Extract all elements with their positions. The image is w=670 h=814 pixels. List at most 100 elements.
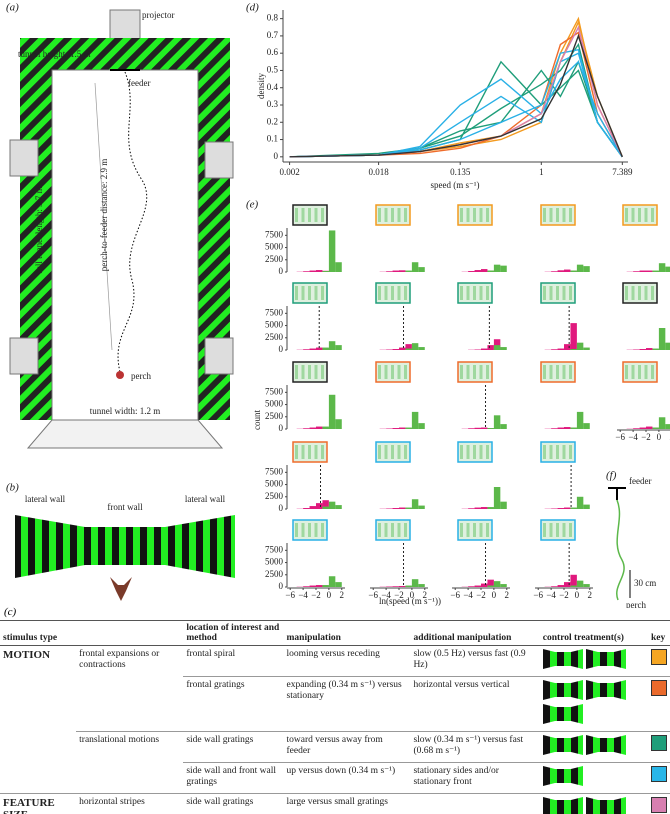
green-bar [576, 411, 584, 429]
green-bar [493, 415, 501, 429]
panel-label: (c) [4, 606, 17, 618]
pink-bar [551, 349, 558, 350]
group-cell: translational motions [76, 731, 184, 794]
green-bar [405, 348, 412, 350]
icon-stripe [378, 286, 381, 300]
icon-stripe [466, 365, 470, 379]
icon-stripe [479, 365, 483, 379]
pink-bar [646, 426, 653, 429]
icon-stripe [651, 286, 654, 300]
group-cell: frontal expansions or contractions [76, 645, 184, 732]
pink-bar [564, 582, 571, 587]
icon-stripe [404, 445, 407, 459]
icon-stripe [562, 523, 566, 537]
icon-stripe [404, 365, 407, 379]
pink-bar [646, 270, 653, 272]
pink-bar [551, 428, 558, 429]
pink-bar [316, 585, 323, 587]
green-bar [335, 345, 342, 350]
pink-bar [316, 503, 323, 509]
pink-bar [487, 579, 494, 587]
icon-stripe [631, 365, 635, 379]
icon-stripe [479, 286, 483, 300]
pink-bar [557, 348, 564, 350]
icon-stripe [543, 365, 546, 379]
icon-stripe [466, 523, 470, 537]
additional-cell: horizontal versus vertical [410, 676, 540, 732]
pink-bar [309, 427, 316, 429]
green-bar [405, 585, 412, 587]
type-cell: FEATURE SIZE [0, 793, 77, 814]
icon-stripe [308, 286, 311, 300]
green-bar [665, 342, 670, 350]
histogram-panel [622, 282, 670, 350]
histogram-panel [540, 441, 590, 509]
pink-bar [316, 270, 323, 272]
icon-stripe [314, 286, 318, 300]
label: lateral wall [25, 494, 66, 504]
pink-bar [316, 426, 323, 429]
control-cell [539, 762, 648, 794]
pink-bar [468, 586, 475, 587]
density-line [289, 31, 623, 158]
icon-stripe [384, 208, 388, 222]
green-bar [328, 501, 336, 509]
x-tick-label: 0 [492, 590, 497, 600]
icon-stripe [556, 445, 559, 459]
tunnel-diagram [9, 9, 234, 449]
control-icon [542, 703, 583, 724]
green-bar [500, 424, 507, 429]
green-bar [487, 428, 494, 429]
x-tick-label: −6 [533, 590, 543, 600]
icon-stripe [486, 445, 489, 459]
icon-stripe [384, 365, 388, 379]
pink-bar [474, 585, 481, 587]
icon-stripe [486, 208, 489, 222]
pink-bar [639, 427, 646, 429]
icon-stripe [543, 286, 546, 300]
wall-diagram [15, 515, 235, 578]
icon-stripe [404, 523, 407, 537]
pink-bar [474, 507, 481, 509]
key-swatch [650, 765, 667, 782]
pink-bar [468, 271, 475, 272]
label: feeder [128, 78, 150, 88]
x-tick-label: 0 [657, 432, 662, 442]
icon-stripe [460, 286, 463, 300]
green-bar [418, 505, 425, 509]
icon-stripe [562, 286, 566, 300]
green-bar [583, 504, 590, 509]
icon-stripe [308, 365, 311, 379]
y-tick-label: 5000 [265, 320, 284, 330]
green-bar [493, 487, 501, 509]
pink-bar [551, 586, 558, 587]
icon-stripe [473, 445, 476, 459]
x-axis-label: speed (m s⁻¹) [431, 180, 480, 190]
y-tick-label: 2500 [265, 332, 284, 342]
green-bar [322, 426, 329, 429]
green-bar [658, 328, 666, 350]
pink-bar [481, 427, 488, 429]
x-tick-label: 2 [423, 590, 428, 600]
pink-bar [316, 347, 323, 350]
pink-bar [405, 344, 412, 350]
pink-bar [392, 586, 399, 587]
icon-stripe [569, 286, 572, 300]
green-bar [570, 585, 577, 587]
pink-bar [399, 347, 406, 350]
icon-stripe [397, 445, 401, 459]
pink-bar [303, 508, 310, 509]
green-bar [500, 584, 507, 587]
icon-stripe [631, 286, 635, 300]
pink-bar [399, 507, 406, 509]
green-bar [500, 347, 507, 350]
icon-stripe [308, 445, 311, 459]
icon-stripe [378, 365, 381, 379]
green-bar [411, 411, 419, 429]
control-icon [542, 679, 583, 700]
green-bar [665, 424, 670, 429]
x-tick-label: −4 [298, 590, 308, 600]
manipulation-cell: toward versus away from feeder [283, 731, 411, 763]
icon-stripe [556, 523, 559, 537]
